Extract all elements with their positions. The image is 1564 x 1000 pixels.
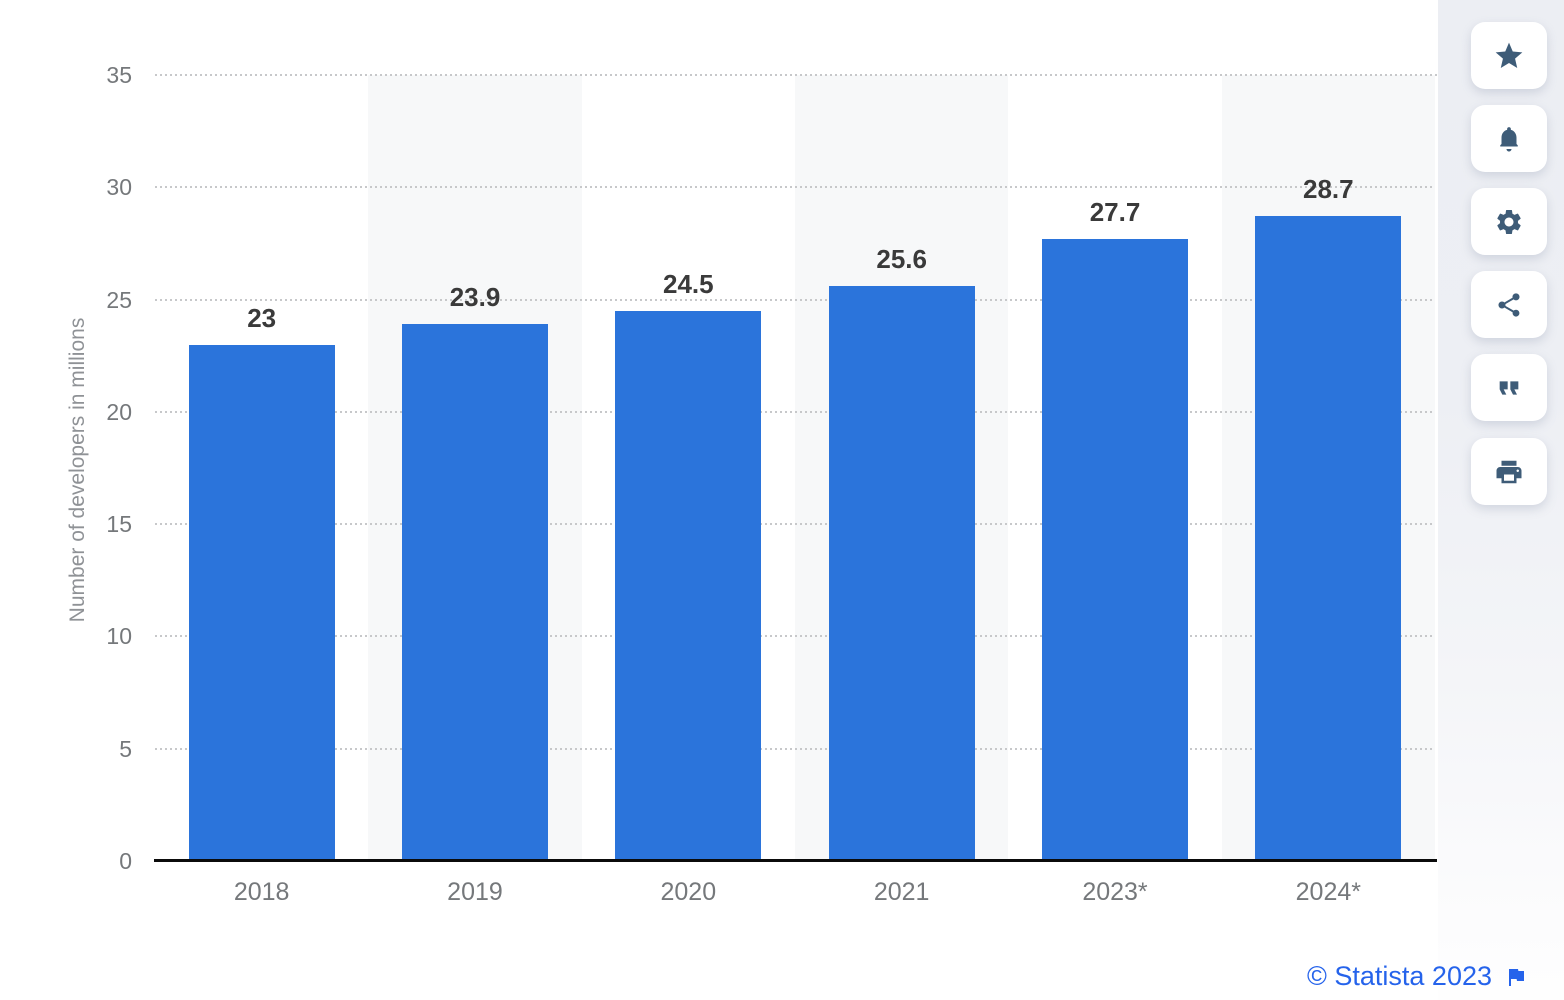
x-axis-label: 2024* [1295, 878, 1361, 906]
gridline [155, 635, 1435, 638]
bar-value-label: 25.6 [876, 244, 927, 275]
gridline [155, 747, 1435, 750]
y-tick-label: 5 [119, 735, 132, 762]
favorite-button[interactable] [1471, 22, 1547, 89]
gear-icon [1497, 209, 1521, 234]
share-button[interactable] [1471, 271, 1547, 338]
share-icon [1498, 292, 1520, 317]
bar-value-label: 23.9 [449, 282, 501, 313]
printer-icon [1496, 460, 1522, 483]
gridline [155, 410, 1435, 413]
y-axis-title: Number of developers in millions [66, 317, 89, 623]
bar-value-label: 28.7 [1303, 174, 1354, 205]
bar-value-label: 27.7 [1089, 196, 1141, 227]
bar-2024[interactable] [1255, 216, 1402, 861]
bar-2018[interactable] [188, 344, 335, 861]
settings-button[interactable] [1471, 188, 1547, 255]
bar-2023[interactable] [1042, 238, 1188, 861]
y-tick-label: 25 [106, 286, 132, 313]
x-axis-label: 2021 [873, 878, 930, 906]
star-icon [1495, 42, 1523, 68]
bar-value-label: 23 [247, 302, 277, 333]
y-tick-label: 10 [106, 623, 132, 650]
y-tick-label: 0 [119, 848, 132, 874]
quote-icon [1499, 380, 1519, 395]
notifications-button[interactable] [1471, 105, 1547, 172]
cite-button[interactable] [1471, 354, 1547, 421]
x-axis-line [154, 859, 1437, 862]
bar-2019[interactable] [402, 324, 548, 861]
x-axis-label: 2023* [1082, 878, 1148, 906]
x-axis-label: 2020 [660, 878, 717, 906]
bar-2021[interactable] [828, 286, 975, 861]
gridline [155, 298, 1435, 301]
gridline [155, 186, 1435, 189]
bell-icon [1500, 126, 1518, 151]
y-tick-label: 20 [106, 398, 132, 425]
y-tick-label: 35 [106, 62, 132, 88]
bar-value-label: 24.5 [663, 268, 714, 299]
flag-icon[interactable] [1504, 965, 1528, 989]
x-axis-label: 2019 [447, 878, 503, 906]
gridline [155, 74, 1437, 76]
bar-2020[interactable] [615, 310, 762, 861]
statista-credit: © Statista 2023 [1307, 961, 1528, 992]
statista-credit-link[interactable]: © Statista 2023 [1306, 961, 1492, 991]
x-axis-label: 2018 [233, 878, 290, 906]
gridline [155, 523, 1435, 526]
plot-area: 23 23.9 24.5 25.6 27.7 28.7 [155, 74, 1437, 861]
y-tick-label: 15 [106, 511, 132, 538]
print-button[interactable] [1471, 438, 1547, 505]
y-tick-label: 30 [106, 174, 132, 201]
